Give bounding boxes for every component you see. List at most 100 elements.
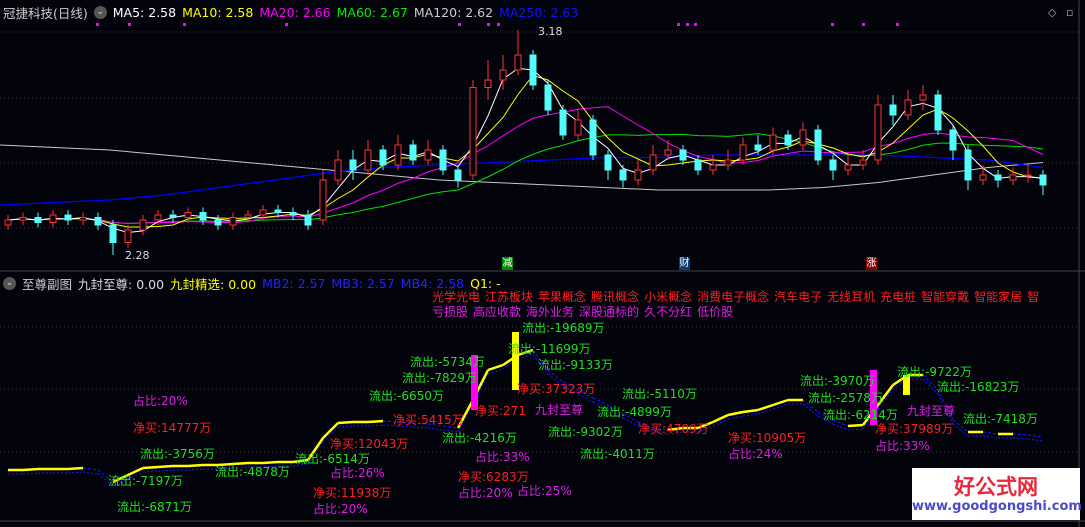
fund-line-blue xyxy=(427,427,444,431)
risk-tag: 亏损股 xyxy=(432,305,469,319)
candle-body xyxy=(49,214,57,223)
ratio-label: 占比:20% xyxy=(133,394,188,408)
candle-body xyxy=(739,144,747,161)
fund-line-yellow xyxy=(487,363,504,372)
candle-body xyxy=(874,104,882,161)
signal-dot xyxy=(128,23,131,26)
candle-body xyxy=(184,212,192,218)
watermark-name: 好公式网 xyxy=(954,475,1038,499)
fund-line-blue xyxy=(667,431,684,435)
ma60-line xyxy=(7,133,1044,224)
candle-body xyxy=(979,174,987,181)
chevron-down-icon[interactable]: ⌄ xyxy=(93,5,107,19)
fund-line-blue xyxy=(307,441,324,465)
fund-line-blue xyxy=(547,369,564,383)
fund-line-blue xyxy=(577,389,594,399)
fund-line-yellow xyxy=(306,437,325,461)
fund-line-yellow xyxy=(367,419,384,424)
fund-line-blue xyxy=(922,374,939,391)
candle-body xyxy=(889,104,897,116)
q1-value: Q1: - xyxy=(470,275,501,291)
fund-line-blue xyxy=(292,463,309,467)
fund-line-yellow xyxy=(67,466,84,471)
outflow-label: 流出:-4216万 xyxy=(442,431,517,445)
ma10-value: MA10: 2.58 xyxy=(182,4,254,20)
net-buy-label: 净买:14777万 xyxy=(133,421,212,435)
fund-line-yellow xyxy=(322,422,339,439)
fund-line-blue xyxy=(832,419,849,427)
candle-body xyxy=(724,159,732,166)
candle-body xyxy=(169,214,177,218)
signal-dot xyxy=(686,23,689,26)
ma120-value: MA120: 2.62 xyxy=(413,4,494,20)
fund-line-blue xyxy=(802,399,819,413)
fund-line-blue xyxy=(1027,434,1044,438)
candle-body xyxy=(94,217,102,226)
ratio-label: 九封至尊 xyxy=(907,404,956,418)
concept-tag: 汽车电子 xyxy=(774,290,823,304)
candle-body xyxy=(79,217,87,221)
ratio-label: 占比:26% xyxy=(330,466,385,480)
candle-body xyxy=(319,179,327,221)
ratio-label: 占比:24% xyxy=(728,447,783,461)
fund-line-yellow xyxy=(877,384,894,406)
ratio-label: 占比:25% xyxy=(517,484,572,498)
candle-body xyxy=(529,54,537,86)
badge-limit-up[interactable]: 涨 xyxy=(866,257,877,270)
sub-title[interactable]: 至尊副图 xyxy=(22,276,73,292)
concept-tag: 充电桩 xyxy=(880,290,917,304)
fund-line-yellow xyxy=(22,467,39,472)
signal-dot xyxy=(694,23,697,26)
candle-body xyxy=(334,159,342,181)
candle-body xyxy=(709,164,717,171)
candle-body xyxy=(139,219,147,231)
fund-line-blue xyxy=(442,425,459,429)
fund-line-yellow xyxy=(697,420,714,430)
fund-line-blue xyxy=(697,425,714,433)
risk-tag: 深股通标的 xyxy=(579,305,640,319)
fund-line-blue xyxy=(157,469,174,472)
chevron-down-icon[interactable]: ⌄ xyxy=(3,276,16,290)
fund-line-blue xyxy=(952,419,969,433)
signal-bar-magenta xyxy=(471,355,478,410)
fund-line-blue xyxy=(562,381,579,391)
concept-tag: 苹果概念 xyxy=(538,290,587,304)
window-button-icon[interactable]: ▫ xyxy=(1066,6,1074,19)
outflow-label: 流出:-7418万 xyxy=(963,412,1038,426)
fund-line-yellow xyxy=(232,461,249,466)
signal-dot xyxy=(458,23,461,26)
sub-chart-header: ⌄ 至尊副图 九封至尊: 0.00 九封精选: 0.00 MB2: 2.57 M… xyxy=(3,274,501,292)
fund-line-blue xyxy=(712,418,729,427)
fund-line-yellow xyxy=(262,460,279,465)
candle-body xyxy=(994,174,1002,181)
high-price-label: 3.18 xyxy=(538,25,563,38)
diamond-icon[interactable]: ◇ xyxy=(1048,6,1057,19)
signal-dot xyxy=(183,23,186,26)
badge-finance[interactable]: 财 xyxy=(679,257,690,270)
fund-line-blue xyxy=(937,389,954,421)
net-buy-label: 净买:271 xyxy=(475,404,526,418)
candle-body xyxy=(439,149,447,171)
concept-tags: 光学光电 江苏板块 苹果概念 腾讯概念 小米概念 消费电子概念 汽车电子 无线耳机 充电桩 智能穿… xyxy=(432,291,1039,305)
fund-line-blue xyxy=(517,353,534,360)
fund-line-blue xyxy=(187,468,204,471)
watermark: 好公式网 www.goodgongshi.com xyxy=(912,468,1082,520)
candle-body xyxy=(799,129,807,146)
stock-title[interactable]: 冠捷科技(日线) xyxy=(3,5,88,21)
candle-body xyxy=(274,209,282,213)
candle-body xyxy=(34,217,42,223)
candle-body xyxy=(844,164,852,171)
mb2-value: MB2: 2.57 xyxy=(262,275,326,291)
concept-tag: 智能穿戴 xyxy=(921,290,970,304)
fund-line-blue xyxy=(382,424,399,427)
net-buy-label: 净买:11938万 xyxy=(313,486,392,500)
candle-body xyxy=(124,229,132,243)
jfjx-value: 九封精选: 0.00 xyxy=(170,276,257,292)
mb3-value: MB3: 2.57 xyxy=(331,275,395,291)
fund-line-blue xyxy=(832,423,849,431)
badge-reduce[interactable]: 减 xyxy=(502,257,513,270)
fund-line-yellow xyxy=(127,466,144,477)
candle-body xyxy=(1039,174,1047,186)
signal-dot xyxy=(96,23,99,26)
fund-line-blue xyxy=(937,393,954,425)
